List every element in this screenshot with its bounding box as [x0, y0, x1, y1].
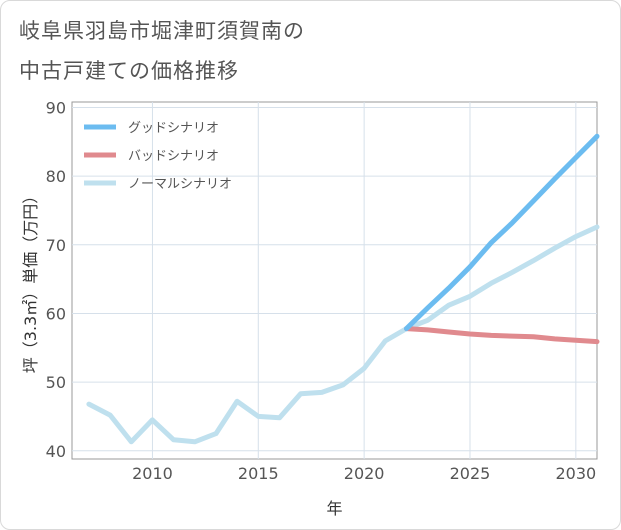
y-tick-label: 50	[46, 373, 66, 392]
y-tick-label: 40	[46, 442, 66, 461]
series-line-0	[404, 133, 600, 332]
series-line-1	[404, 326, 600, 345]
chart-title-line-1: 岐阜県羽島市堀津町須賀南の	[19, 19, 305, 43]
series-lines	[86, 133, 600, 445]
y-tick-label: 60	[46, 304, 66, 323]
x-tick-label: 2025	[450, 464, 491, 483]
y-tick-label: 90	[46, 98, 66, 117]
chart-title-line-2: 中古戸建ての価格推移	[19, 59, 239, 83]
grid	[72, 102, 597, 459]
x-tick-label: 2020	[344, 464, 385, 483]
y-tick-label: 80	[46, 167, 66, 186]
x-tick-label: 2010	[132, 464, 173, 483]
legend-label-1: バッドシナリオ	[128, 149, 219, 164]
x-axis-label: 年	[326, 499, 342, 518]
y-axis-label: 坪（3.3㎡）単価（万円）	[21, 188, 40, 373]
plot-area	[71, 101, 598, 460]
x-tick-label: 2015	[238, 464, 279, 483]
series-line-2	[86, 224, 600, 445]
x-tick-label: 2030	[555, 464, 596, 483]
y-tick-label: 70	[46, 236, 66, 255]
legend-label-2: ノーマルシナリオ	[128, 177, 232, 192]
legend-label-0: グッドシナリオ	[128, 121, 219, 136]
axes: 40 50 60 70 80 90 2010 2015 2020 2025 2030	[46, 98, 597, 483]
